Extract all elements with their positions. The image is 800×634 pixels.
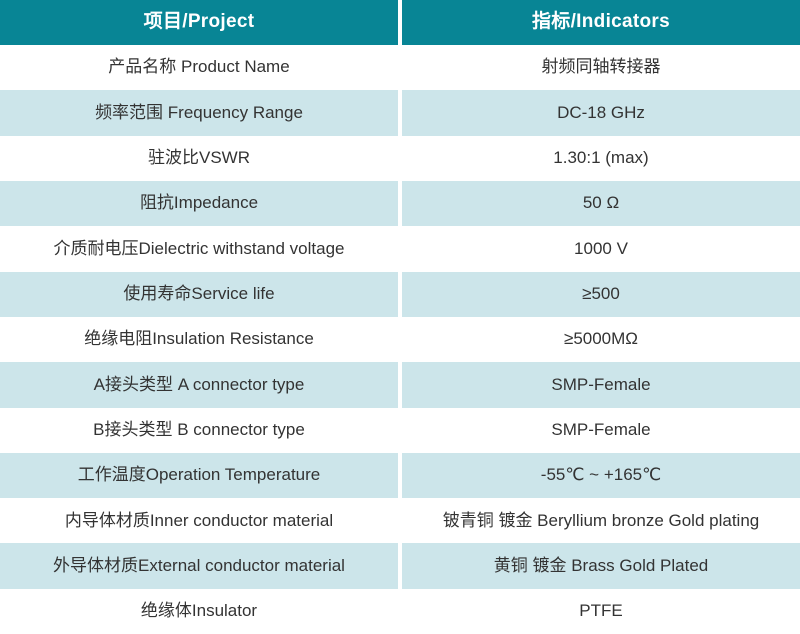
table-row: 内导体材质Inner conductor material 铍青铜 镀金 Bery… <box>0 498 800 544</box>
row-label: 使用寿命Service life <box>0 271 398 317</box>
row-value: -55℃ ~ +165℃ <box>402 452 800 499</box>
row-value: 1.30:1 (max) <box>402 135 800 181</box>
row-label: 外导体材质External conductor material <box>0 543 398 589</box>
row-label: 阻抗Impedance <box>0 180 398 227</box>
table-row: 外导体材质External conductor material 黄铜 镀金 Br… <box>0 543 800 589</box>
row-label: 介质耐电压Dielectric withstand voltage <box>0 226 398 272</box>
row-value: DC-18 GHz <box>402 90 800 136</box>
table-row: 介质耐电压Dielectric withstand voltage 1000 V <box>0 226 800 272</box>
row-label: B接头类型 B connector type <box>0 407 398 453</box>
row-label: 频率范围 Frequency Range <box>0 90 398 136</box>
row-value: 射频同轴转接器 <box>402 45 800 91</box>
table-row: 产品名称 Product Name 射频同轴转接器 <box>0 45 800 91</box>
table-row: 频率范围 Frequency Range DC-18 GHz <box>0 90 800 136</box>
table-body: 产品名称 Product Name 射频同轴转接器 频率范围 Frequency R… <box>0 45 800 634</box>
table-row: 绝缘电阻Insulation Resistance ≥5000MΩ <box>0 316 800 363</box>
row-value: ≥500 <box>402 271 800 317</box>
row-value: 铍青铜 镀金 Beryllium bronze Gold plating <box>402 498 800 544</box>
row-label: 产品名称 Product Name <box>0 45 398 91</box>
table-row: A接头类型 A connector type SMP-Female <box>0 362 800 408</box>
row-value: 黄铜 镀金 Brass Gold Plated <box>402 543 800 589</box>
row-label: 工作温度Operation Temperature <box>0 452 398 499</box>
row-label: 内导体材质Inner conductor material <box>0 498 398 544</box>
table-row: 工作温度Operation Temperature -55℃ ~ +165℃ <box>0 452 800 499</box>
row-label: 绝缘电阻Insulation Resistance <box>0 316 398 363</box>
header-indicators: 指标/Indicators <box>402 0 800 45</box>
row-label: 驻波比VSWR <box>0 135 398 181</box>
table-row: B接头类型 B connector type SMP-Female <box>0 407 800 453</box>
row-value: 50 Ω <box>402 180 800 227</box>
row-label: 绝缘体Insulator <box>0 588 398 634</box>
row-value: ≥5000MΩ <box>402 316 800 363</box>
table-row: 驻波比VSWR 1.30:1 (max) <box>0 135 800 181</box>
table-row: 阻抗Impedance 50 Ω <box>0 180 800 227</box>
row-value: PTFE <box>402 588 800 634</box>
row-value: SMP-Female <box>402 407 800 453</box>
row-value: 1000 V <box>402 226 800 272</box>
table-row: 绝缘体Insulator PTFE <box>0 588 800 634</box>
row-value: SMP-Female <box>402 362 800 408</box>
row-label: A接头类型 A connector type <box>0 362 398 408</box>
table-row: 使用寿命Service life ≥500 <box>0 271 800 317</box>
table-header: 项目/Project 指标/Indicators <box>0 0 800 45</box>
header-project: 项目/Project <box>0 0 398 45</box>
